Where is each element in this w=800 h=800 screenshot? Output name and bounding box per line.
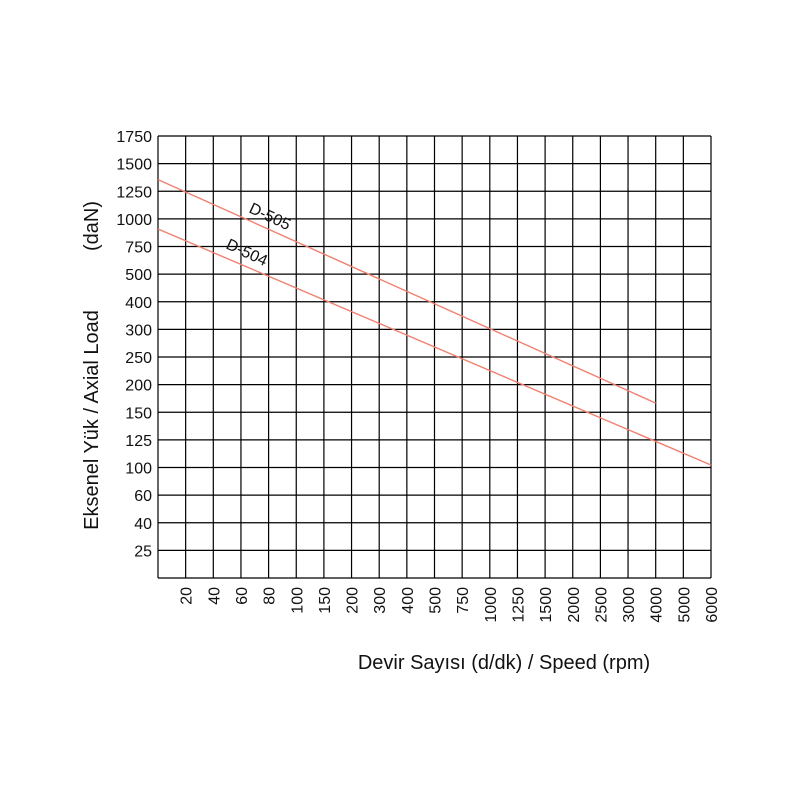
x-tick-label: 20 — [179, 587, 196, 605]
x-tick-label: 500 — [428, 587, 445, 614]
y-tick-label: 500 — [125, 267, 152, 284]
y-tick-label: 150 — [125, 405, 152, 422]
x-tick-label: 6000 — [704, 587, 721, 623]
x-tick-label: 1250 — [510, 587, 527, 623]
series-lines — [157, 178, 712, 466]
x-tick-label: 300 — [372, 587, 389, 614]
y-tick-label: 400 — [125, 295, 152, 312]
y-tick-label: 300 — [125, 322, 152, 339]
x-tick-label: 40 — [206, 587, 223, 605]
y-tick-label: 100 — [125, 461, 152, 478]
x-tick-label: 2500 — [593, 587, 610, 623]
x-tick-label: 60 — [234, 587, 251, 605]
x-tick-label: 3000 — [621, 587, 638, 623]
series-line-d-504 — [157, 228, 712, 466]
y-tick-label: 60 — [134, 488, 152, 505]
y-axis-title: Eksenel Yük / Axial Load — [81, 310, 103, 530]
x-tick-label: 100 — [289, 587, 306, 614]
series-line-d-505 — [157, 178, 656, 404]
y-tick-label: 1750 — [116, 129, 152, 146]
x-tick-label: 400 — [400, 587, 417, 614]
x-tick-labels: 20 40 60 80 100 150 200 300 400 500 750 1000 1250 150… — [179, 587, 721, 623]
y-tick-label: 200 — [125, 378, 152, 395]
y-tick-label: 1250 — [116, 184, 152, 201]
x-tick-label: 2000 — [566, 587, 583, 623]
x-axis-title: Devir Sayısı (d/dk) / Speed (rpm) — [358, 652, 650, 674]
y-tick-label: 125 — [125, 433, 152, 450]
y-tick-labels: 25 40 60 100 125 150 200 250 300 400 500 750 1000 125… — [116, 129, 152, 560]
y-tick-label: 750 — [125, 240, 152, 257]
y-tick-label: 40 — [134, 516, 152, 533]
x-tick-label: 5000 — [676, 587, 693, 623]
y-tick-label: 1000 — [116, 212, 152, 229]
x-tick-label: 750 — [455, 587, 472, 614]
grid — [157, 135, 712, 579]
x-tick-label: 1500 — [538, 587, 555, 623]
x-tick-label: 200 — [345, 587, 362, 614]
y-tick-label: 250 — [125, 350, 152, 367]
y-axis-unit: (daN) — [81, 201, 103, 251]
x-tick-label: 4000 — [649, 587, 666, 623]
x-tick-label: 1000 — [483, 587, 500, 623]
y-tick-label: 25 — [134, 543, 152, 560]
x-tick-label: 150 — [317, 587, 334, 614]
x-tick-label: 80 — [262, 587, 279, 605]
y-tick-label: 1500 — [116, 157, 152, 174]
